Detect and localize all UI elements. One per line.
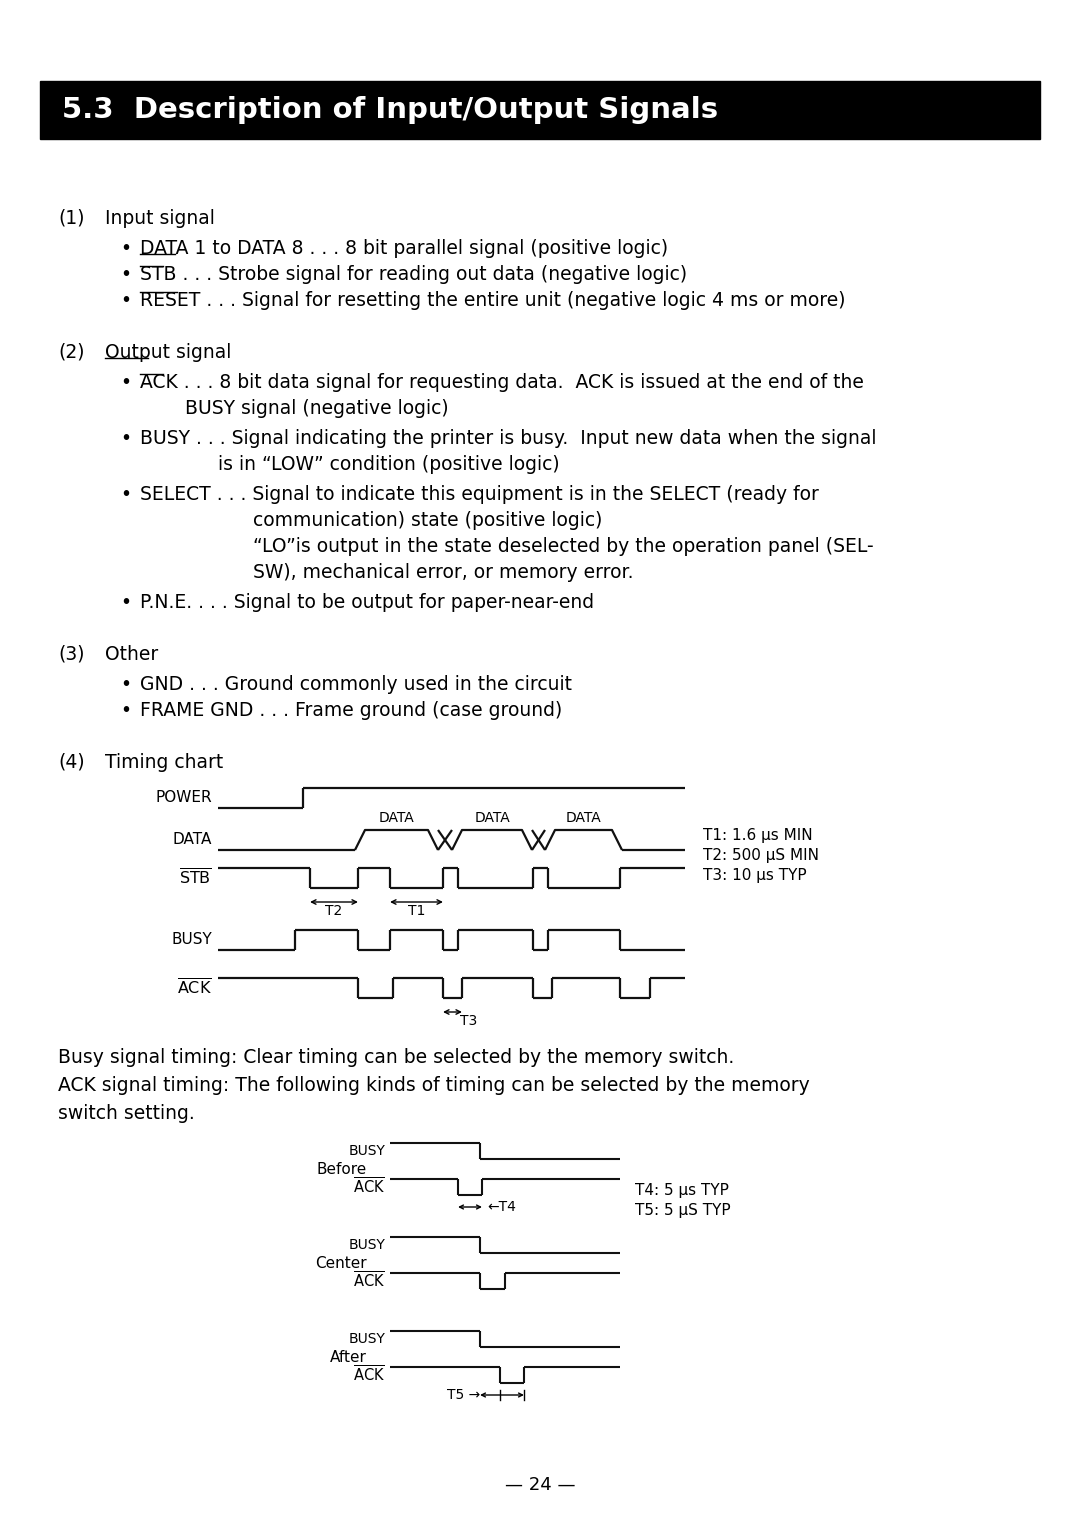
Text: $\overline{\mathrm{ACK}}$: $\overline{\mathrm{ACK}}$ xyxy=(353,1271,384,1290)
Text: •: • xyxy=(120,485,131,505)
Text: BUSY: BUSY xyxy=(172,933,212,948)
Text: T1: T1 xyxy=(408,904,426,917)
Text: Timing chart: Timing chart xyxy=(105,752,224,772)
Text: •: • xyxy=(120,291,131,310)
Text: SELECT . . . Signal to indicate this equipment is in the SELECT (ready for: SELECT . . . Signal to indicate this equ… xyxy=(140,485,819,505)
Text: DATA 1 to DATA 8 . . . 8 bit parallel signal (positive logic): DATA 1 to DATA 8 . . . 8 bit parallel si… xyxy=(140,239,669,258)
Text: (1): (1) xyxy=(58,209,84,228)
Text: T5 →: T5 → xyxy=(447,1388,480,1402)
Text: Busy signal timing: Clear timing can be selected by the memory switch.: Busy signal timing: Clear timing can be … xyxy=(58,1047,734,1067)
Text: T2: 500 μS MIN: T2: 500 μS MIN xyxy=(703,849,819,862)
Text: DATA: DATA xyxy=(566,810,602,826)
Text: T5: 5 μS TYP: T5: 5 μS TYP xyxy=(635,1203,731,1219)
Text: T1: 1.6 μs MIN: T1: 1.6 μs MIN xyxy=(703,829,812,842)
Bar xyxy=(40,81,1040,139)
Text: BUSY . . . Signal indicating the printer is busy.  Input new data when the signa: BUSY . . . Signal indicating the printer… xyxy=(140,430,877,448)
Text: DATA: DATA xyxy=(474,810,510,826)
Text: Center: Center xyxy=(315,1255,367,1271)
Text: •: • xyxy=(120,239,131,258)
Text: T4: 5 μs TYP: T4: 5 μs TYP xyxy=(635,1183,729,1199)
Text: ACK signal timing: The following kinds of timing can be selected by the memory: ACK signal timing: The following kinds o… xyxy=(58,1076,810,1095)
Text: •: • xyxy=(120,430,131,448)
Text: communication) state (positive logic): communication) state (positive logic) xyxy=(253,511,603,531)
Text: FRAME GND . . . Frame ground (case ground): FRAME GND . . . Frame ground (case groun… xyxy=(140,700,563,720)
Text: After: After xyxy=(330,1350,367,1364)
Text: STB . . . Strobe signal for reading out data (negative logic): STB . . . Strobe signal for reading out … xyxy=(140,265,687,284)
Text: •: • xyxy=(120,373,131,391)
Text: is in “LOW” condition (positive logic): is in “LOW” condition (positive logic) xyxy=(218,456,559,474)
Text: •: • xyxy=(120,593,131,612)
Text: — 24 —: — 24 — xyxy=(504,1475,576,1494)
Text: GND . . . Ground commonly used in the circuit: GND . . . Ground commonly used in the ci… xyxy=(140,674,572,694)
Text: T3: 10 μs TYP: T3: 10 μs TYP xyxy=(703,868,807,884)
Text: (4): (4) xyxy=(58,752,84,772)
Text: 5.3  Description of Input/Output Signals: 5.3 Description of Input/Output Signals xyxy=(62,96,718,124)
Text: ←T4: ←T4 xyxy=(487,1200,516,1214)
Text: switch setting.: switch setting. xyxy=(58,1104,194,1122)
Text: $\overline{\mathrm{STB}}$: $\overline{\mathrm{STB}}$ xyxy=(179,868,212,888)
Text: P.N.E. . . . Signal to be output for paper-near-end: P.N.E. . . . Signal to be output for pap… xyxy=(140,593,594,612)
Text: •: • xyxy=(120,674,131,694)
Text: BUSY: BUSY xyxy=(348,1238,384,1252)
Text: DATA: DATA xyxy=(173,832,212,847)
Text: $\overline{\mathrm{ACK}}$: $\overline{\mathrm{ACK}}$ xyxy=(353,1365,384,1385)
Text: Other: Other xyxy=(105,645,159,664)
Text: T3: T3 xyxy=(460,1014,477,1027)
Text: “LO”is output in the state deselected by the operation panel (SEL-: “LO”is output in the state deselected by… xyxy=(253,537,874,557)
Text: ACK . . . 8 bit data signal for requesting data.  ACK is issued at the end of th: ACK . . . 8 bit data signal for requesti… xyxy=(140,373,864,391)
Text: Before: Before xyxy=(316,1162,367,1176)
Text: $\overline{\mathrm{ACK}}$: $\overline{\mathrm{ACK}}$ xyxy=(353,1177,384,1197)
Text: Input signal: Input signal xyxy=(105,209,215,228)
Text: •: • xyxy=(120,700,131,720)
Text: (2): (2) xyxy=(58,342,84,362)
Text: RESET . . . Signal for resetting the entire unit (negative logic 4 ms or more): RESET . . . Signal for resetting the ent… xyxy=(140,291,846,310)
Text: $\overline{\mathrm{ACK}}$: $\overline{\mathrm{ACK}}$ xyxy=(177,979,212,998)
Text: T2: T2 xyxy=(325,904,342,917)
Text: POWER: POWER xyxy=(156,790,212,806)
Text: BUSY signal (negative logic): BUSY signal (negative logic) xyxy=(185,399,448,417)
Text: DATA: DATA xyxy=(379,810,415,826)
Text: Output signal: Output signal xyxy=(105,342,231,362)
Text: (3): (3) xyxy=(58,645,84,664)
Text: SW), mechanical error, or memory error.: SW), mechanical error, or memory error. xyxy=(253,563,634,583)
Text: BUSY: BUSY xyxy=(348,1332,384,1346)
Text: •: • xyxy=(120,265,131,284)
Text: BUSY: BUSY xyxy=(348,1144,384,1157)
